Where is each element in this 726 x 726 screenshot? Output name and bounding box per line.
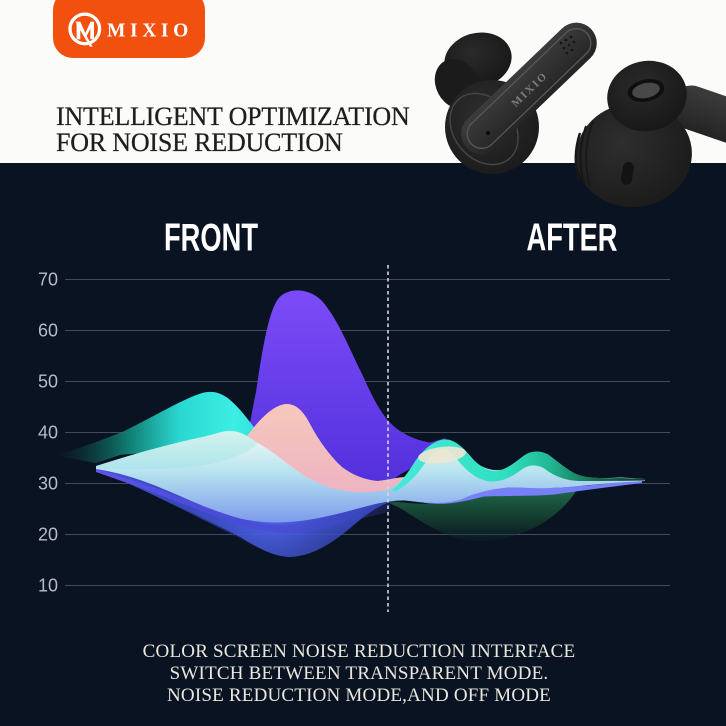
svg-text:20: 20: [38, 525, 58, 545]
svg-text:40: 40: [38, 423, 58, 443]
svg-text:70: 70: [38, 270, 58, 290]
svg-text:30: 30: [38, 474, 58, 494]
svg-text:AFTER: AFTER: [527, 217, 618, 260]
svg-text:10: 10: [38, 576, 58, 596]
svg-text:MIXIO: MIXIO: [107, 21, 193, 42]
svg-text:60: 60: [38, 321, 58, 341]
svg-text:FRONT: FRONT: [164, 217, 258, 260]
svg-text:50: 50: [38, 372, 58, 392]
